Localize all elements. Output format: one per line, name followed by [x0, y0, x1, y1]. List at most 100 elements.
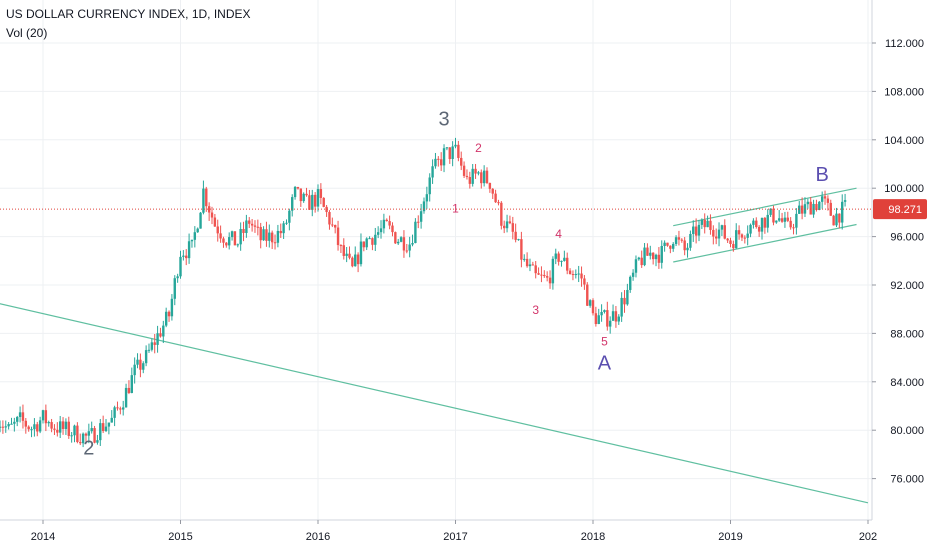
candle-body — [540, 274, 543, 276]
price-axis[interactable]: 112.000 108.000 104.000 100.000 96.000 92.000… — [871, 0, 924, 520]
candle-body — [124, 387, 128, 408]
candle-body — [150, 342, 154, 350]
candle-body — [689, 234, 692, 248]
candle-body — [345, 253, 348, 256]
candle-body — [219, 233, 222, 239]
candle-body — [185, 255, 188, 259]
candle-body — [737, 230, 741, 235]
candle-body — [348, 253, 351, 258]
candle-body — [90, 428, 93, 432]
candle-body — [50, 422, 53, 429]
candle-body — [766, 214, 769, 228]
candle-body — [800, 205, 804, 214]
candle-body — [468, 177, 472, 184]
candle-body — [491, 188, 494, 194]
candle-body — [457, 144, 460, 158]
candle-body — [502, 225, 506, 229]
candle-body — [316, 189, 320, 207]
candle-body — [591, 300, 595, 314]
candle-body — [10, 423, 13, 425]
candle-body — [428, 177, 431, 195]
time-tick-label: 2017 — [443, 531, 467, 543]
candle-body — [419, 211, 423, 222]
candle-body — [571, 274, 575, 276]
candle-body — [308, 195, 311, 210]
candle-body — [399, 237, 403, 242]
candle-body — [646, 247, 649, 256]
candle-body — [838, 213, 841, 223]
candle-body — [196, 228, 199, 233]
candle-body — [434, 158, 437, 167]
candle-body — [657, 254, 661, 263]
candle-body — [683, 240, 686, 251]
candle-body — [147, 349, 151, 351]
candle-body — [270, 232, 274, 243]
time-axis[interactable]: 2014 2015 2016 2017 2018 2019 202 — [0, 519, 877, 543]
candle-body — [365, 238, 368, 248]
candle-body — [265, 229, 268, 241]
candle-body — [557, 253, 560, 262]
candle-body — [374, 234, 377, 245]
candle-body — [720, 225, 724, 230]
candle-body — [760, 217, 764, 232]
price-tick-label: 92.000 — [890, 280, 924, 292]
candle-body — [757, 226, 761, 232]
candle-body — [777, 218, 781, 221]
candle-body — [674, 237, 678, 244]
candle-body — [376, 232, 380, 235]
candle-body — [408, 244, 411, 251]
candle-body — [614, 311, 618, 322]
candle-body — [187, 241, 191, 259]
candle-body — [328, 212, 331, 225]
candle-body — [225, 242, 228, 246]
candle-body — [841, 201, 844, 223]
candle-body — [611, 311, 615, 321]
candle-body — [563, 257, 566, 261]
trendlines[interactable] — [0, 187, 869, 504]
candle-body — [726, 238, 729, 241]
candle-body — [1, 426, 5, 428]
price-tick-label: 96.000 — [890, 232, 924, 244]
candle-body — [61, 421, 65, 429]
candle-body — [379, 228, 383, 233]
last-price-value: 98.271 — [888, 204, 922, 216]
candle-body — [697, 224, 701, 236]
candle-body — [712, 229, 715, 237]
candle-body — [588, 300, 592, 306]
long-trendline[interactable] — [0, 303, 869, 504]
candle-body — [182, 255, 185, 257]
candle-body — [815, 203, 818, 211]
candle-body — [417, 221, 420, 223]
candle-body — [167, 311, 171, 317]
channel-bottom[interactable] — [673, 223, 857, 263]
price-tick-label: 108.000 — [884, 86, 924, 98]
candle-body — [216, 226, 219, 234]
candle-body — [84, 433, 88, 436]
volume-indicator-label[interactable]: Vol (20) — [6, 26, 48, 40]
candle-body — [714, 236, 718, 239]
candle-body — [623, 297, 626, 305]
channel-top[interactable] — [673, 187, 857, 227]
candle-body — [193, 232, 197, 240]
candle-body — [806, 201, 810, 205]
candle-body — [385, 219, 388, 222]
candle-body — [0, 426, 2, 428]
candlestick-series[interactable] — [0, 137, 847, 448]
price-tick-label: 84.000 — [890, 377, 924, 389]
candle-body — [735, 230, 738, 249]
candle-body — [133, 364, 136, 376]
candle-body — [445, 147, 449, 149]
price-tick-label: 100.000 — [884, 183, 924, 195]
candle-body — [156, 333, 159, 345]
wave-label-1: 3 — [438, 108, 449, 130]
candle-body — [448, 147, 451, 160]
candle-body — [528, 264, 532, 267]
candle-body — [511, 223, 514, 232]
candle-body — [454, 144, 457, 147]
candle-body — [829, 202, 832, 216]
candle-body — [58, 421, 62, 433]
candle-body — [843, 200, 847, 202]
candle-body — [482, 170, 486, 184]
candle-body — [107, 422, 111, 427]
